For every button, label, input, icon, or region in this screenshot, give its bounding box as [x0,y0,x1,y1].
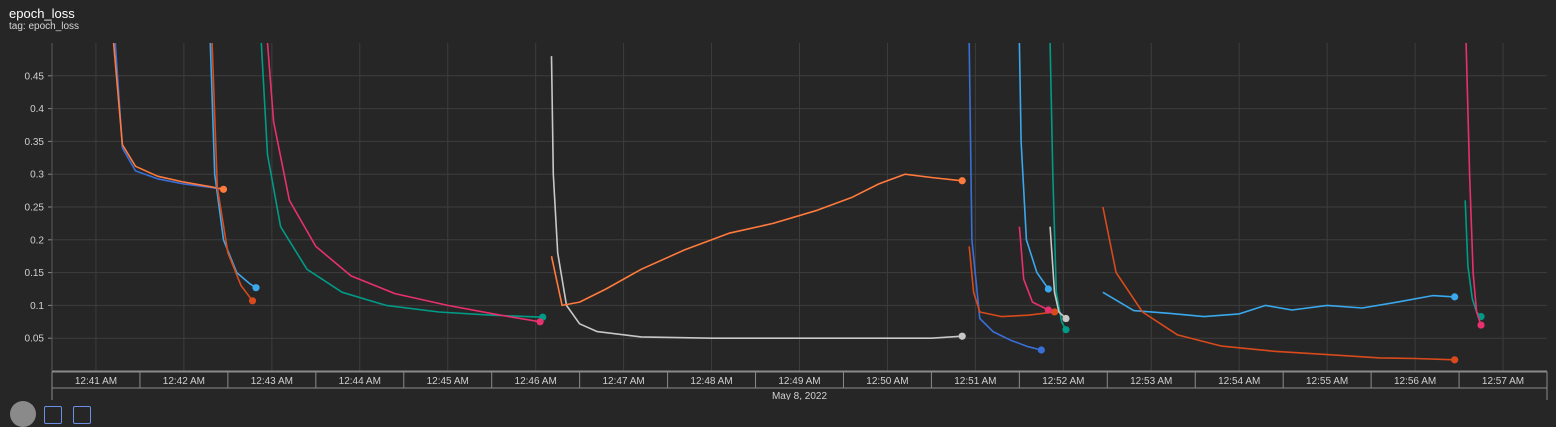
series-endpoint-9[interactable] [1050,308,1059,316]
series-line-8[interactable] [968,43,1042,351]
series-endpoint-10[interactable] [1044,285,1052,293]
series-line-3[interactable] [211,43,254,302]
chart-series [112,43,1485,364]
series-endpoint-1[interactable] [219,185,228,193]
series-line-16[interactable] [1464,200,1482,318]
x-tick-label: 12:44 AM [339,376,381,387]
series-endpoint-2[interactable] [252,284,260,292]
y-tick-label: 0.05 [25,334,45,345]
series-endpoint-15[interactable] [1451,356,1459,364]
x-tick-label: 12:54 AM [1218,376,1260,387]
series-endpoint-8[interactable] [1037,346,1045,354]
y-axis: 0.05 0.1 0.15 0.2 0.25 0.3 0.35 0.4 0.45 [25,43,53,371]
x-tick-label: 12:41 AM [75,376,117,387]
x-tick-label: 12:47 AM [602,376,644,387]
series-endpoint-7[interactable] [958,177,966,185]
x-tick-label: 12:49 AM [778,376,820,387]
y-tick-label: 0.25 [25,203,45,214]
series-line-6[interactable] [550,56,963,340]
loss-chart[interactable]: 0.05 0.1 0.15 0.2 0.25 0.3 0.35 0.4 0.45 12:41 A… [0,0,1556,400]
series-line-10[interactable] [1018,43,1050,290]
series-line-7[interactable] [550,173,963,307]
series-line-0[interactable] [114,43,224,191]
x-tick-label: 12:56 AM [1394,376,1436,387]
x-tick-label: 12:45 AM [427,376,469,387]
x-tick-label: 12:42 AM [163,376,205,387]
series-endpoint-5[interactable] [536,318,544,326]
series-line-11[interactable] [1018,226,1049,311]
log-scale-button[interactable] [73,406,91,424]
date-row [51,387,1548,400]
x-tick-label: 12:50 AM [866,376,908,387]
fit-domain-button[interactable] [44,406,62,424]
series-line-13[interactable] [1049,226,1067,320]
x-axis: 12:41 AM 12:42 AM 12:43 AM 12:44 AM 12:45 AM… [51,370,1548,400]
y-tick-label: 0.2 [30,235,44,246]
y-tick-label: 0.4 [30,104,44,115]
y-tick-label: 0.3 [30,170,44,181]
series-endpoint-3[interactable] [248,297,257,305]
series-line-14[interactable] [1102,291,1455,318]
x-axis-date-label: May 8, 2022 [772,391,827,400]
series-line-4[interactable] [260,43,543,318]
x-tick-label: 12:52 AM [1042,376,1084,387]
series-line-1[interactable] [112,43,224,191]
x-tick-label: 12:43 AM [251,376,293,387]
y-tick-label: 0.35 [25,137,45,148]
series-endpoint-14[interactable] [1451,293,1459,301]
x-tick-label: 12:53 AM [1130,376,1172,387]
series-line-12[interactable] [1049,43,1067,331]
chart-subtitle: tag: epoch_loss [9,21,80,32]
run-selector-toggle[interactable] [10,401,36,427]
y-tick-label: 0.45 [25,71,45,82]
y-tick-label: 0.15 [25,268,45,279]
series-line-2[interactable] [209,43,257,289]
y-tick-label: 0.1 [30,301,44,312]
series-line-9[interactable] [968,246,1055,318]
series-line-15[interactable] [1102,206,1455,361]
series-endpoint-13[interactable] [1062,314,1070,323]
series-line-17[interactable] [1465,43,1482,326]
series-endpoint-11[interactable] [1044,306,1052,314]
series-endpoint-6[interactable] [958,332,966,340]
x-tick-label: 12:57 AM [1482,376,1524,387]
series-endpoint-17[interactable] [1477,321,1485,329]
series-endpoint-12[interactable] [1062,326,1070,334]
series-line-5[interactable] [266,43,541,323]
chart-title: epoch_loss [9,6,75,21]
x-tick-label: 12:55 AM [1306,376,1348,387]
x-tick-label: 12:46 AM [515,376,557,387]
x-tick-label: 12:48 AM [690,376,732,387]
x-tick-label: 12:51 AM [954,376,996,387]
